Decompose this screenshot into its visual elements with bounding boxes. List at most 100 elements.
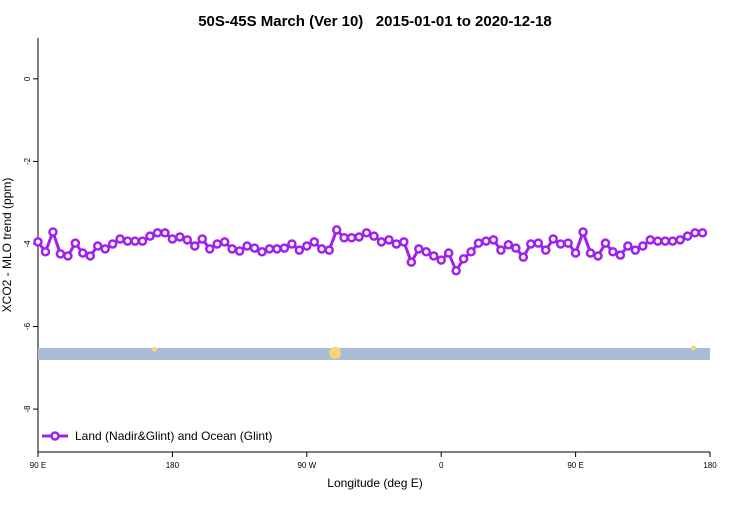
data-point [122, 236, 133, 246]
data-point [175, 232, 185, 242]
x-tick-label: 90 E [30, 461, 46, 470]
data-point [585, 248, 596, 258]
data-point [623, 241, 633, 251]
data-point [257, 247, 267, 257]
legend-label: Land (Nadir&Glint) and Ocean (Glint) [75, 429, 272, 443]
chart-title: 50S-45S March (Ver 10) 2015-01-01 to 202… [198, 13, 552, 30]
data-point [182, 235, 193, 245]
data-point [443, 248, 454, 258]
data-point [675, 235, 685, 245]
highlight-marker [329, 346, 342, 359]
data-point [272, 244, 282, 254]
data-point [354, 232, 364, 242]
data-point [309, 237, 320, 247]
data-point [70, 238, 81, 248]
data-point [399, 237, 409, 247]
y-tick-label: -6 [23, 322, 32, 330]
data-point [287, 239, 297, 249]
data-point [540, 245, 551, 255]
data-point [167, 234, 178, 244]
data-point [533, 238, 544, 248]
data-point [294, 245, 305, 255]
data-point [496, 245, 506, 255]
data-point [130, 236, 140, 246]
data-point [697, 228, 708, 238]
data-point [107, 239, 118, 249]
data-point [234, 246, 245, 256]
data-point [421, 247, 432, 257]
x-tick-label: 0 [439, 461, 444, 470]
data-point [85, 251, 96, 261]
data-point [615, 250, 626, 260]
data-point [593, 251, 603, 261]
data-point [331, 225, 342, 235]
data-point [436, 255, 446, 265]
data-point [137, 236, 148, 246]
band [38, 347, 710, 360]
y-axis-label: XCO2 - MLO trend (ppm) [0, 178, 14, 313]
data-point [667, 236, 678, 246]
y-tick-label: 0 [23, 76, 32, 81]
data-point [638, 241, 648, 251]
data-point [391, 239, 402, 249]
data-point [511, 243, 521, 253]
data-point [555, 239, 566, 249]
data-point [55, 249, 66, 259]
data-point [570, 248, 581, 258]
data-point [227, 244, 237, 254]
data-point [48, 227, 58, 237]
data-point [242, 241, 252, 251]
y-tick-label: -2 [23, 157, 32, 165]
data-point [608, 247, 618, 257]
data-point [458, 254, 469, 264]
data-point [548, 234, 558, 244]
highlight-marker [691, 345, 697, 351]
data-point [384, 235, 394, 245]
data-point [279, 243, 290, 253]
y-tick-label: -4 [23, 240, 32, 248]
data-point [451, 266, 461, 276]
data-point [406, 257, 417, 267]
data-point [346, 233, 357, 243]
data-point [481, 236, 491, 246]
data-point [466, 247, 476, 257]
data-point [630, 245, 641, 255]
data-point [160, 228, 170, 238]
data-point [115, 234, 125, 244]
data-point [563, 238, 573, 248]
data-point [652, 236, 663, 246]
data-point [145, 231, 155, 241]
legend-marker [50, 431, 60, 441]
data-point [324, 245, 334, 255]
data-point [264, 244, 275, 254]
data-point [473, 238, 484, 248]
data-point [152, 228, 163, 238]
data-point [645, 235, 656, 245]
data-point [339, 233, 349, 243]
x-tick-label: 180 [703, 461, 717, 470]
data-point [369, 231, 379, 241]
highlight-marker [151, 346, 157, 352]
data-point [92, 241, 103, 251]
data-point [488, 235, 499, 245]
data-point [414, 244, 424, 254]
data-point [33, 237, 43, 247]
data-point [682, 231, 693, 241]
data-point [78, 248, 88, 258]
data-point [219, 237, 230, 247]
data-point [249, 243, 260, 253]
data-point [40, 247, 51, 257]
data-point [376, 237, 387, 247]
data-point [316, 244, 327, 254]
data-point [197, 234, 208, 244]
data-point [660, 236, 670, 246]
x-tick-label: 90 E [567, 461, 583, 470]
data-point [518, 252, 529, 262]
data-point [526, 239, 536, 249]
data-point [63, 251, 73, 261]
data-point [212, 239, 222, 249]
data-point [690, 228, 700, 238]
data-point [428, 251, 439, 261]
data-point [361, 228, 372, 238]
